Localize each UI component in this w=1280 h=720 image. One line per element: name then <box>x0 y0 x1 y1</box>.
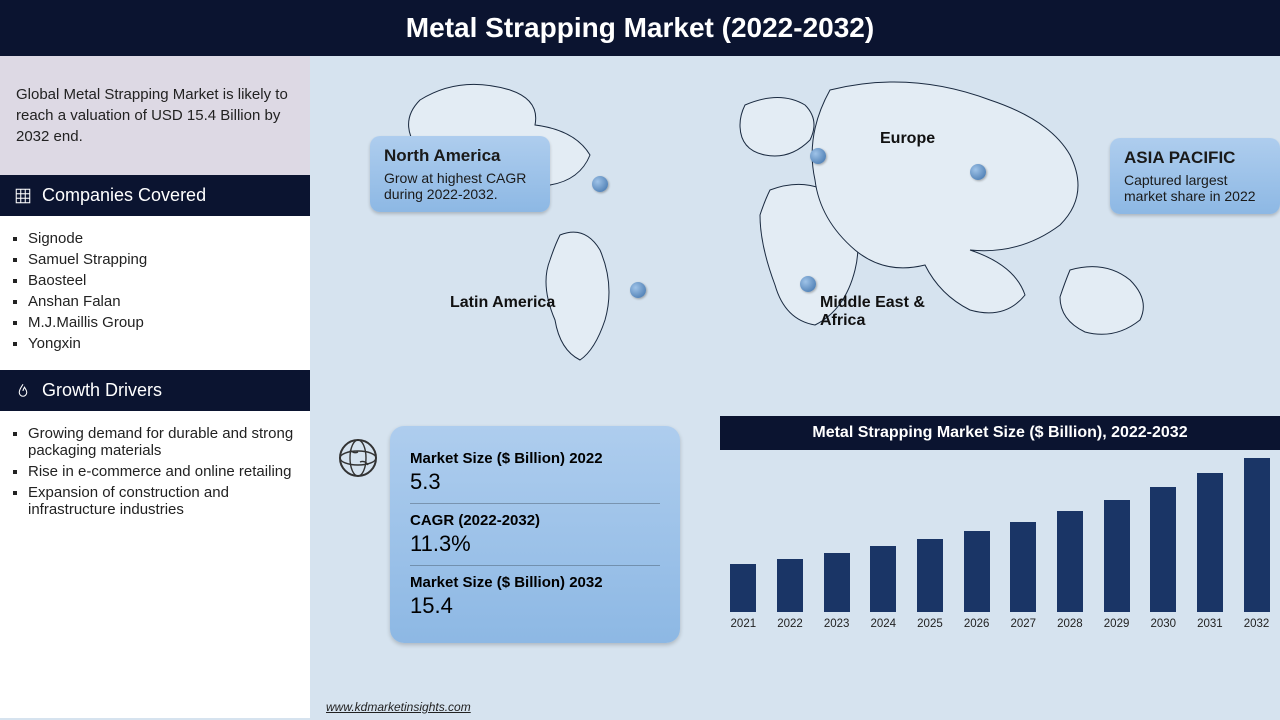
chart-title: Metal Strapping Market Size ($ Billion),… <box>720 416 1280 450</box>
list-item: Yongxin <box>28 335 302 352</box>
bar-label: 2030 <box>1150 618 1176 630</box>
drivers-heading: Growth Drivers <box>0 370 310 411</box>
stat-row: Market Size ($ Billion) 2022 5.3 <box>410 442 660 504</box>
bar-label: 2021 <box>731 618 757 630</box>
map-dot-na <box>592 176 608 192</box>
drivers-list: Growing demand for durable and strong pa… <box>0 411 310 536</box>
bar-column: 2029 <box>1097 500 1137 630</box>
globe-icon <box>336 436 380 480</box>
intro-text: Global Metal Strapping Market is likely … <box>0 56 310 175</box>
flame-icon <box>14 382 32 400</box>
bar <box>917 539 943 612</box>
bar-label: 2023 <box>824 618 850 630</box>
bar-column: 2025 <box>910 539 950 630</box>
bar-column: 2027 <box>1003 522 1043 630</box>
stat-row: Market Size ($ Billion) 2032 15.4 <box>410 566 660 627</box>
bar-label: 2024 <box>871 618 897 630</box>
list-item: Expansion of construction and infrastruc… <box>28 484 302 518</box>
sidebar: Global Metal Strapping Market is likely … <box>0 56 310 718</box>
bar <box>870 546 896 612</box>
bar <box>1197 473 1223 612</box>
content-area: North America Grow at highest CAGR durin… <box>310 56 1280 718</box>
map-dot-apac <box>970 164 986 180</box>
page-title: Metal Strapping Market (2022-2032) <box>0 0 1280 56</box>
source-link[interactable]: www.kdmarketinsights.com <box>326 700 471 714</box>
bar <box>777 559 803 612</box>
world-map: North America Grow at highest CAGR durin… <box>310 56 1280 396</box>
stat-value: 15.4 <box>410 593 660 619</box>
region-label-europe: Europe <box>880 130 935 148</box>
bar-column: 2032 <box>1237 458 1277 630</box>
bar-label: 2022 <box>777 618 803 630</box>
bar-label: 2025 <box>917 618 943 630</box>
bar <box>1244 458 1270 612</box>
region-title: North America <box>384 146 536 166</box>
region-title: ASIA PACIFIC <box>1124 148 1266 168</box>
bar-column: 2030 <box>1143 487 1183 630</box>
bar <box>964 531 990 612</box>
list-item: Signode <box>28 230 302 247</box>
list-item: Anshan Falan <box>28 293 302 310</box>
companies-heading-label: Companies Covered <box>42 185 206 206</box>
bar-column: 2026 <box>957 531 997 630</box>
bar-column: 2028 <box>1050 511 1090 630</box>
stat-label: CAGR (2022-2032) <box>410 512 660 529</box>
bar-column: 2023 <box>817 553 857 630</box>
region-label-mea: Middle East & Africa <box>820 294 950 330</box>
bar <box>1010 522 1036 612</box>
map-dot-eu <box>810 148 826 164</box>
list-item: Samuel Strapping <box>28 251 302 268</box>
bar <box>1057 511 1083 612</box>
bar-label: 2027 <box>1010 618 1036 630</box>
region-label-latin-america: Latin America <box>450 294 555 312</box>
region-text: Captured largest market share in 2022 <box>1124 172 1266 204</box>
bar-column: 2024 <box>863 546 903 630</box>
map-dot-mea <box>800 276 816 292</box>
bar <box>730 564 756 612</box>
list-item: Growing demand for durable and strong pa… <box>28 425 302 459</box>
bar-label: 2028 <box>1057 618 1083 630</box>
bar-column: 2031 <box>1190 473 1230 630</box>
bar-column: 2021 <box>723 564 763 630</box>
region-card-asia-pacific: ASIA PACIFIC Captured largest market sha… <box>1110 138 1280 214</box>
drivers-heading-label: Growth Drivers <box>42 380 162 401</box>
bar-chart: Metal Strapping Market Size ($ Billion),… <box>720 416 1280 630</box>
world-map-svg <box>350 60 1270 380</box>
stat-value: 11.3% <box>410 531 660 557</box>
stat-label: Market Size ($ Billion) 2032 <box>410 574 660 591</box>
bar-label: 2029 <box>1104 618 1130 630</box>
bar <box>1150 487 1176 612</box>
main-layout: Global Metal Strapping Market is likely … <box>0 56 1280 718</box>
bar-label: 2026 <box>964 618 990 630</box>
stat-value: 5.3 <box>410 469 660 495</box>
bar-label: 2032 <box>1244 618 1270 630</box>
list-item: Baosteel <box>28 272 302 289</box>
map-dot-la <box>630 282 646 298</box>
bar-label: 2031 <box>1197 618 1223 630</box>
list-item: Rise in e-commerce and online retailing <box>28 463 302 480</box>
bar <box>1104 500 1130 612</box>
stat-label: Market Size ($ Billion) 2022 <box>410 450 660 467</box>
region-card-north-america: North America Grow at highest CAGR durin… <box>370 136 550 212</box>
stats-card: Market Size ($ Billion) 2022 5.3 CAGR (2… <box>390 426 680 643</box>
grid-icon <box>14 187 32 205</box>
chart-bars: 2021 2022 2023 2024 2025 2026 2027 2028 2029 2030… <box>720 450 1280 630</box>
companies-list: Signode Samuel Strapping Baosteel Anshan… <box>0 216 310 370</box>
list-item: M.J.Maillis Group <box>28 314 302 331</box>
bar-column: 2022 <box>770 559 810 630</box>
companies-heading: Companies Covered <box>0 175 310 216</box>
bar <box>824 553 850 612</box>
stat-row: CAGR (2022-2032) 11.3% <box>410 504 660 566</box>
region-text: Grow at highest CAGR during 2022-2032. <box>384 170 536 202</box>
